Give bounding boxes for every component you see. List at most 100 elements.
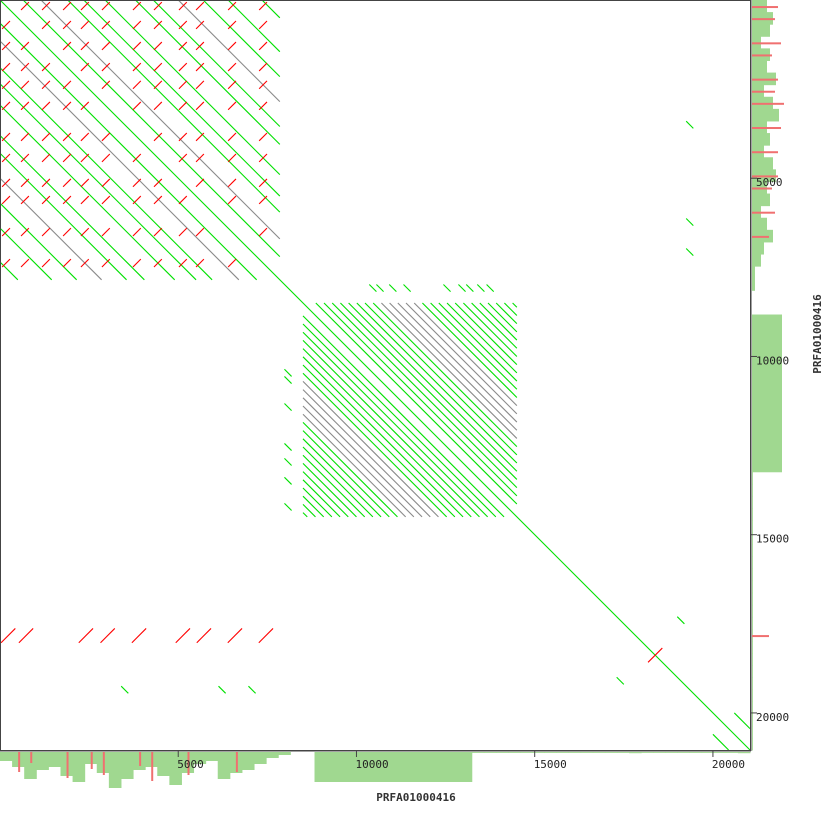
coverage-bar-y (752, 266, 755, 279)
reverse-match-mark (1, 178, 11, 188)
repeat-spike-x (102, 752, 105, 775)
repeat-spike-y (752, 54, 772, 57)
repeat-diagonal-1 (302, 356, 464, 518)
reverse-match-mark (258, 80, 268, 90)
reverse-match-mark (195, 80, 205, 90)
reverse-match-mark (258, 628, 274, 644)
coverage-bar-x (375, 752, 388, 782)
reverse-match-mark (178, 132, 188, 142)
axes: 5000 10000 15000 20000 5000 10000 15000 20000 (0, 0, 789, 771)
repeat-spike-y (752, 211, 775, 214)
coverage-bar-x (604, 752, 618, 753)
repeat-diagonal-0 (0, 40, 240, 281)
coverage-bar-y (752, 653, 753, 666)
coverage-bar-y (752, 314, 782, 328)
reverse-match-mark (132, 178, 142, 188)
reverse-match-mark (178, 20, 188, 30)
reverse-match-mark (41, 80, 51, 90)
coverage-histograms (0, 0, 784, 788)
reverse-match-mark (80, 258, 90, 268)
coverage-bar-x (217, 752, 231, 779)
reverse-match-mark (195, 101, 205, 111)
repeat-diagonal-1 (302, 512, 308, 518)
reverse-match-mark (227, 258, 237, 268)
coverage-bar-y (752, 520, 753, 533)
coverage-bar-y (752, 665, 753, 678)
reverse-match-mark (80, 20, 90, 30)
repeat-spike-x (139, 752, 142, 766)
x-tick-label: 10000 (355, 758, 388, 771)
repeat-diagonal-1 (302, 504, 316, 518)
reverse-match-mark (195, 62, 205, 72)
reverse-match-mark (1, 227, 11, 237)
repeat-spike-y (752, 18, 775, 21)
reverse-match-mark (41, 132, 51, 142)
reverse-match-mark (101, 132, 111, 142)
coverage-bar-x (737, 752, 751, 754)
main-diagonal (0, 0, 751, 751)
reverse-match-mark (41, 62, 51, 72)
reverse-match-mark (101, 153, 111, 163)
reverse-match-mark (227, 101, 237, 111)
forward-match-mark (284, 476, 292, 485)
reverse-match-mark (101, 178, 111, 188)
reverse-match-mark (62, 195, 72, 205)
repeat-spike-y (752, 151, 778, 154)
reverse-match-mark (153, 62, 163, 72)
coverage-bar-x (36, 752, 49, 770)
coverage-bar-y (752, 193, 770, 207)
reverse-match-mark (20, 153, 30, 163)
reverse-match-mark (227, 80, 237, 90)
tail-diagonal (733, 712, 751, 730)
repeat-spike-x (235, 752, 238, 772)
coverage-bar-y (752, 375, 782, 388)
reverse-match-mark (101, 195, 111, 205)
repeat-diagonal-0 (227, 0, 281, 53)
reverse-match-mark (1, 20, 11, 30)
reverse-match-mark (1, 101, 11, 111)
forward-match-mark (616, 676, 625, 685)
coverage-bar-x (0, 752, 13, 761)
repeat-diagonal-1 (463, 302, 518, 357)
coverage-bar-x (387, 752, 400, 782)
reverse-match-mark (178, 62, 188, 72)
coverage-bar-x (24, 752, 37, 779)
reverse-match-mark (131, 628, 147, 644)
repeat-diagonal-0 (0, 67, 213, 281)
reverse-match-mark (132, 62, 142, 72)
reverse-match-mark (20, 195, 30, 205)
repeat-diagonal-1 (302, 495, 325, 518)
coverage-bar-y (752, 423, 782, 436)
reverse-match-mark (153, 258, 163, 268)
reverse-match-mark (647, 647, 663, 663)
forward-match-mark (458, 284, 466, 292)
forward-match-mark (284, 443, 292, 451)
coverage-bar-y (752, 24, 770, 37)
reverse-match-mark (101, 62, 111, 72)
reverse-match-mark (258, 132, 268, 142)
repeat-diagonal-1 (302, 446, 374, 518)
forward-match-mark (248, 685, 256, 694)
repeat-diagonal-1 (302, 381, 439, 518)
reverse-match-mark (196, 628, 212, 644)
forward-match-mark (685, 218, 694, 227)
coverage-bar-x (713, 752, 727, 753)
coverage-bar-x (435, 752, 449, 782)
coverage-bar-y (752, 604, 753, 618)
repeat-spike-x (18, 752, 21, 772)
coverage-bar-x (350, 752, 364, 782)
reverse-match-mark (1, 62, 11, 72)
reverse-match-mark (132, 153, 142, 163)
reverse-match-mark (41, 153, 51, 163)
repeat-diagonal-0 (152, 0, 281, 127)
reverse-match-mark (101, 20, 111, 30)
reverse-match-mark (62, 178, 72, 188)
reverse-match-mark (153, 132, 163, 142)
coverage-bar-x (278, 752, 291, 755)
repeat-diagonal-0 (67, 0, 281, 213)
repeat-spike-x (187, 752, 190, 775)
coverage-bar-x (338, 752, 352, 782)
repeat-diagonal-0 (22, 0, 281, 258)
reverse-match-mark (62, 258, 72, 268)
repeat-diagonal-1 (340, 302, 518, 480)
